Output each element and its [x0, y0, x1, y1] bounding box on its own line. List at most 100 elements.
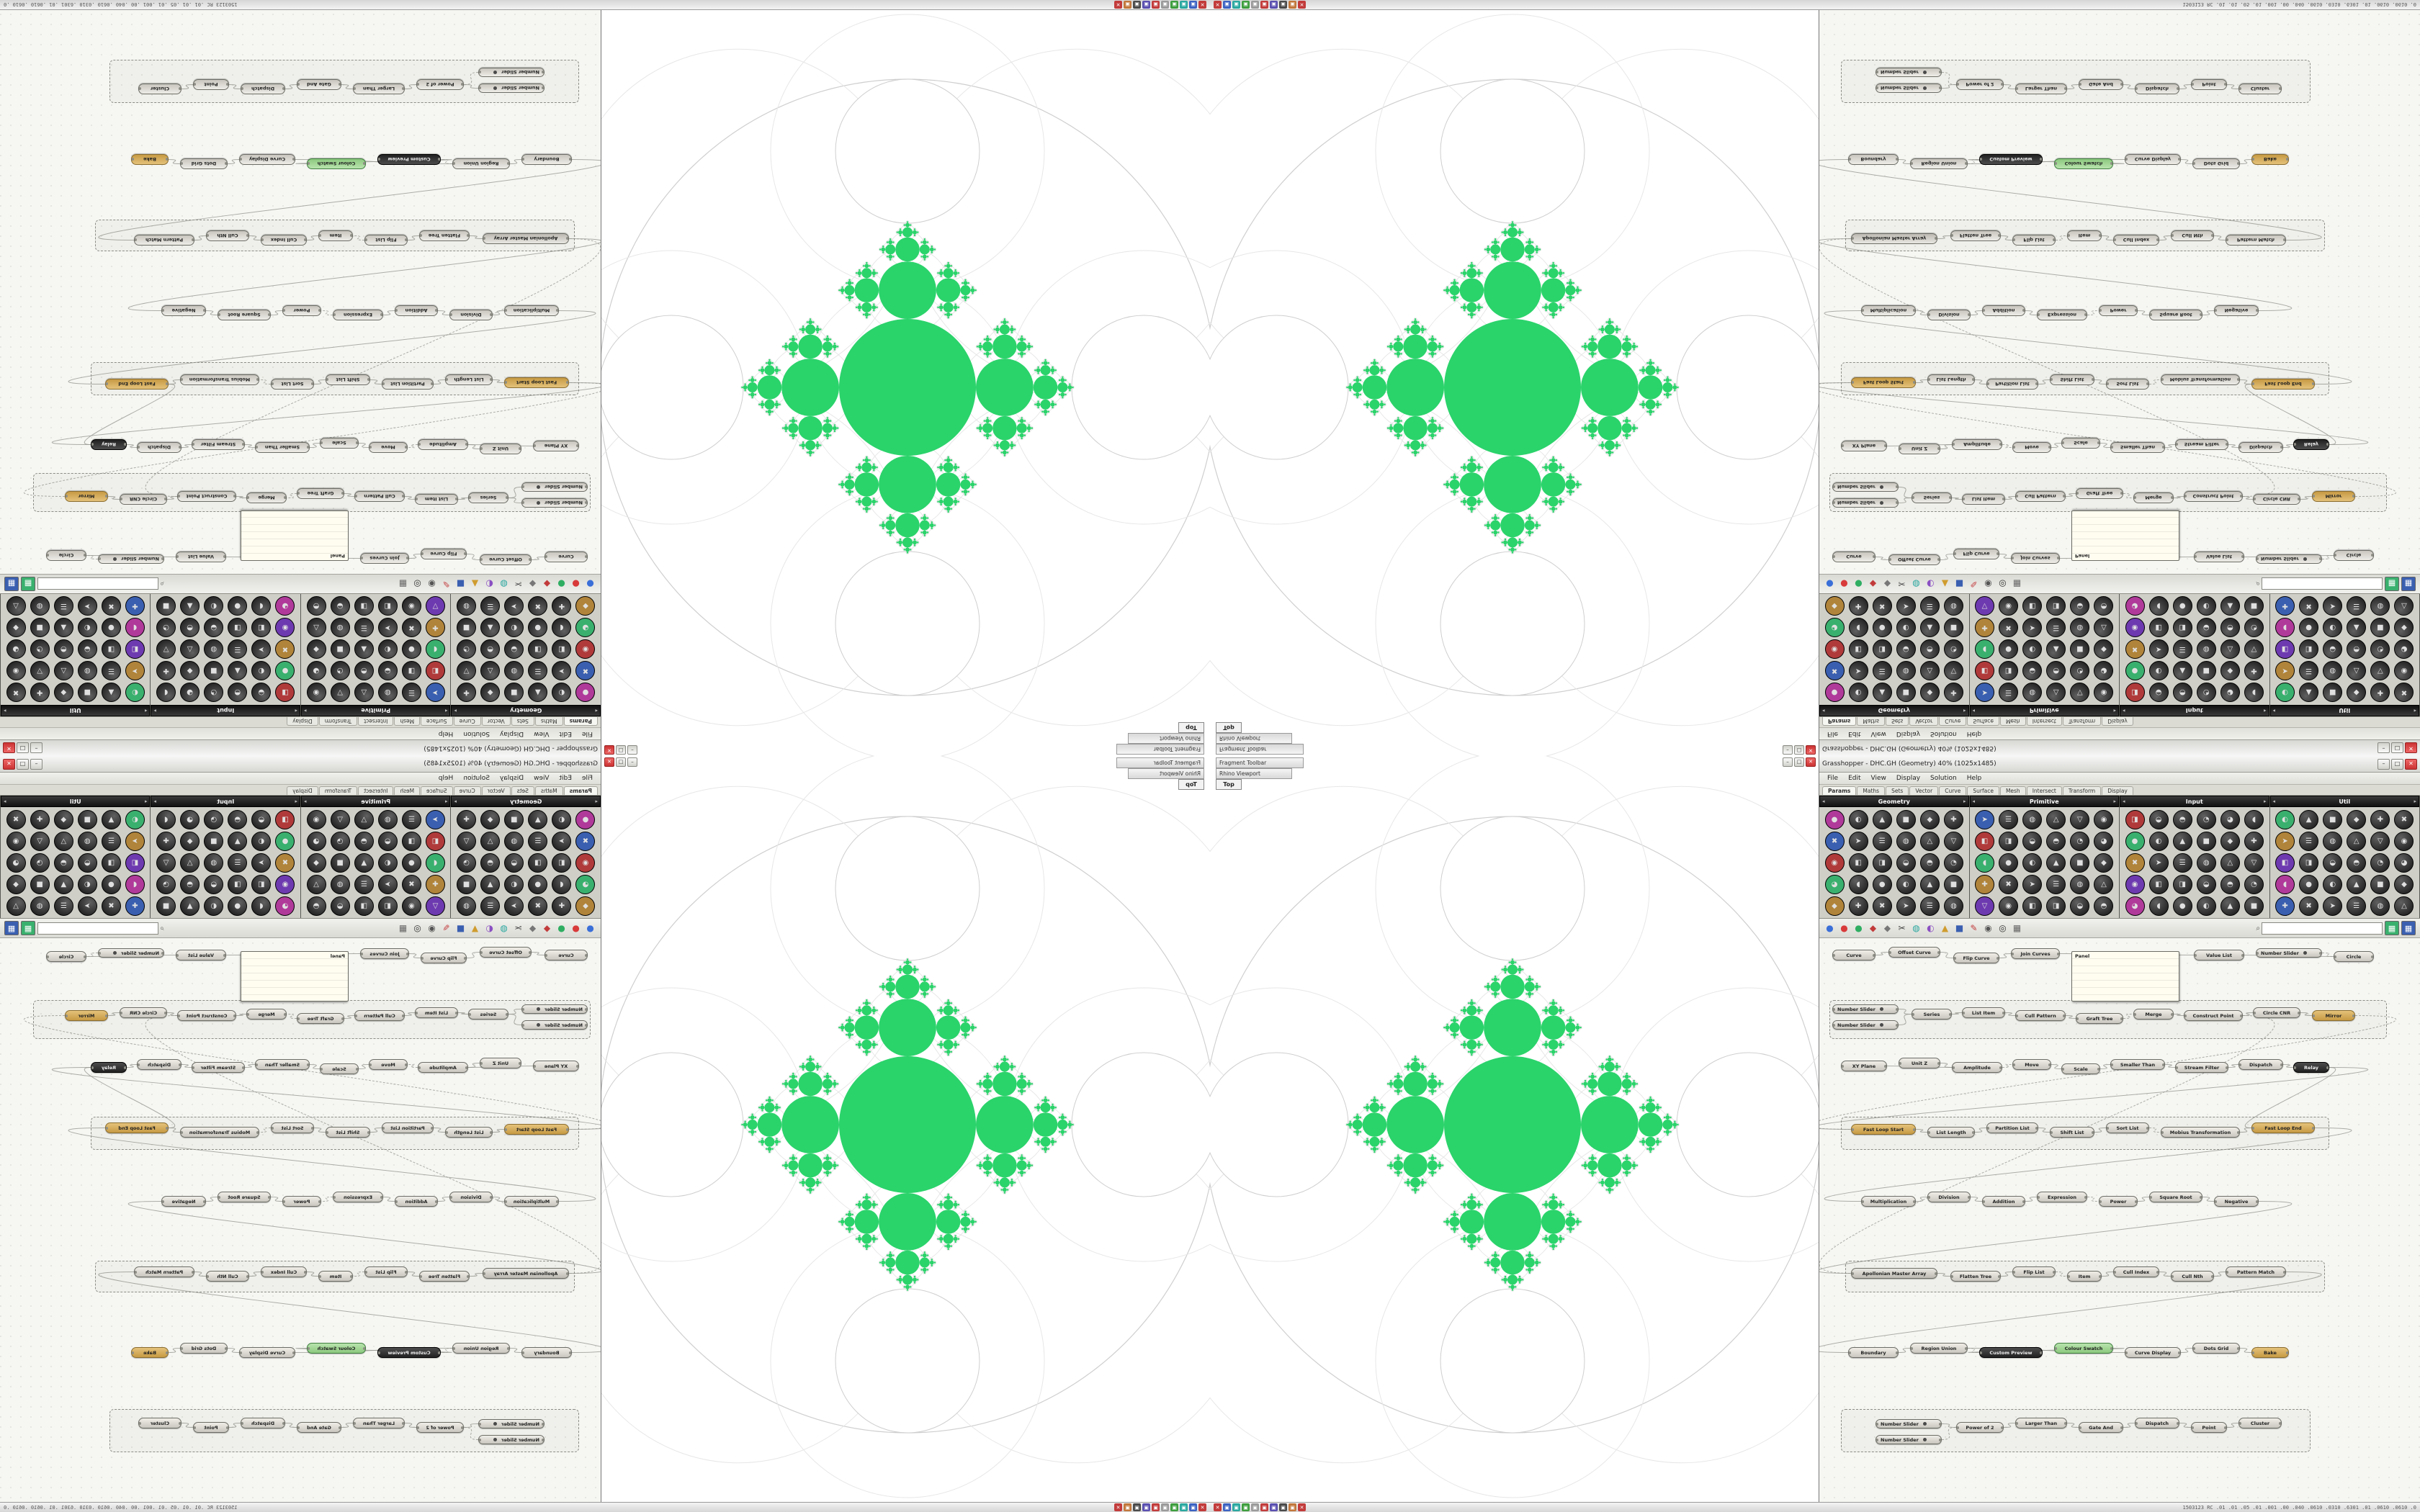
gh-node[interactable]: Point	[193, 1422, 229, 1433]
tab-display[interactable]: Display	[287, 786, 318, 795]
component-icon[interactable]: ▲	[354, 853, 374, 873]
scroll-right-icon[interactable]: ▸	[153, 798, 157, 804]
preview-green-button[interactable]: ▦	[2385, 577, 2399, 591]
component-icon[interactable]: ◆	[2347, 683, 2367, 702]
component-icon[interactable]: ➤	[425, 683, 445, 702]
gh-node[interactable]: List Item	[415, 494, 458, 505]
gh-node[interactable]: Series	[468, 492, 508, 503]
component-icon[interactable]: ▽	[330, 810, 350, 829]
component-icon[interactable]: △	[2394, 596, 2414, 616]
gh-node[interactable]: Fast Loop Start	[504, 1124, 569, 1135]
component-icon[interactable]: ◕	[1824, 618, 1845, 637]
component-icon[interactable]: ✚	[2244, 832, 2264, 851]
component-icon[interactable]: ▲	[2220, 596, 2240, 616]
component-icon[interactable]: ◍	[77, 832, 97, 851]
gh-node[interactable]: Merge	[246, 492, 287, 503]
component-icon[interactable]: ■	[330, 639, 350, 659]
component-icon[interactable]: ■	[1943, 875, 1963, 894]
component-icon[interactable]: ◒	[2070, 596, 2090, 616]
component-icon[interactable]: ✚	[125, 596, 145, 616]
gh-node[interactable]: Fast Loop Start	[1851, 1124, 1916, 1135]
gh-node[interactable]: Move	[2012, 1059, 2051, 1070]
component-icon[interactable]: ◐	[204, 596, 224, 616]
component-icon[interactable]: ◧	[251, 618, 272, 637]
viewport-tab-top[interactable]: Top	[1178, 779, 1204, 790]
viewport-titlebar[interactable]: Rhino Viewport	[1128, 733, 1204, 744]
grasshopper-titlebar[interactable]: Grasshopper - DHC.GH (Geometry) 40% (102…	[1819, 756, 2420, 773]
gh-node[interactable]: Number Slider	[521, 498, 588, 508]
gh-node[interactable]: Curve Display	[239, 1347, 295, 1358]
gh-node[interactable]: Expression	[2037, 1192, 2087, 1202]
scroll-right-icon[interactable]: ▸	[454, 708, 457, 714]
scroll-left-icon[interactable]: ◂	[444, 798, 448, 804]
component-icon[interactable]: ◍	[30, 896, 50, 916]
gh-node[interactable]: Addition	[1982, 1196, 2025, 1207]
gh-node[interactable]: Circle CNR	[120, 1007, 167, 1018]
minimize-button[interactable]: –	[30, 758, 42, 770]
gh-node[interactable]: Offset Curve	[480, 947, 532, 958]
gh-node[interactable]: Addition	[1982, 305, 2025, 316]
menu-help[interactable]: Help	[1966, 730, 1982, 737]
gh-node[interactable]: Stream Filter	[192, 439, 245, 450]
component-icon[interactable]: ◆	[2220, 661, 2240, 680]
component-icon[interactable]: ◖	[2148, 596, 2169, 616]
component-icon[interactable]: ➤	[2022, 618, 2043, 637]
gh-node[interactable]: Construct Point	[2184, 1010, 2243, 1021]
component-icon[interactable]: △	[306, 618, 326, 637]
component-icon[interactable]: ✚	[1943, 810, 1963, 829]
gh-node[interactable]: Custom Preview	[377, 154, 441, 165]
component-icon[interactable]: ◐	[77, 618, 97, 637]
component-icon[interactable]: ◨	[2046, 896, 2066, 916]
search-input[interactable]	[2262, 922, 2383, 935]
tab-surface[interactable]: Surface	[421, 717, 453, 726]
gh-node[interactable]: Power	[2099, 1196, 2138, 1207]
component-icon[interactable]: ◒	[251, 810, 272, 829]
component-icon[interactable]: ☰	[101, 661, 121, 680]
tab-transform[interactable]: Transform	[2062, 786, 2102, 795]
tab-maths[interactable]: Maths	[1857, 786, 1886, 795]
component-icon[interactable]: ◒	[1896, 639, 1916, 659]
component-icon[interactable]: ◖	[1848, 875, 1868, 894]
minimize-button[interactable]: –	[627, 745, 637, 755]
tab-params[interactable]: Params	[563, 786, 598, 795]
palette-group-header[interactable]: ◂ Util ▸	[2269, 705, 2419, 716]
component-icon[interactable]: ✚	[156, 661, 176, 680]
tab-mesh[interactable]: Mesh	[1999, 786, 2026, 795]
gh-node[interactable]: Larger Than	[353, 1418, 405, 1428]
gh-node[interactable]: Smaller Than	[2110, 442, 2165, 453]
gh-node[interactable]: XY Plane	[1841, 441, 1887, 451]
component-icon[interactable]: ◖	[2148, 896, 2169, 916]
gh-node[interactable]: Dispatch	[137, 1059, 182, 1070]
component-icon[interactable]: ◉	[2394, 661, 2414, 680]
component-icon[interactable]: ◧	[377, 596, 398, 616]
component-icon[interactable]: ☰	[228, 853, 248, 873]
layout-blue-button[interactable]: ▦	[2401, 921, 2416, 935]
component-icon[interactable]: ◒	[204, 875, 224, 894]
menu-view[interactable]: View	[1870, 775, 1886, 782]
component-icon[interactable]: △	[6, 896, 26, 916]
component-icon[interactable]: ●	[228, 896, 248, 916]
component-icon[interactable]: ◆	[480, 810, 501, 829]
palette-group-header[interactable]: ◂ Util ▸	[1, 796, 151, 807]
component-icon[interactable]: ▲	[101, 683, 121, 702]
component-icon[interactable]: ◨	[528, 639, 548, 659]
component-icon[interactable]: ◆	[2094, 853, 2114, 873]
palette-group-header[interactable]: ◂ Geometry ▸	[1819, 796, 1969, 807]
component-icon[interactable]: ◖	[125, 618, 145, 637]
close-button[interactable]: ✕	[604, 757, 614, 767]
gh-node[interactable]: Move	[2012, 442, 2051, 453]
component-icon[interactable]: ◓	[2046, 832, 2066, 851]
tab-vector[interactable]: Vector	[1909, 786, 1939, 795]
component-icon[interactable]: ◧	[2275, 853, 2295, 873]
component-icon[interactable]: ◕	[575, 618, 596, 637]
maximize-button[interactable]: □	[17, 758, 29, 770]
component-icon[interactable]: ✚	[2370, 683, 2390, 702]
scroll-right-icon[interactable]: ▸	[1963, 708, 1966, 714]
component-icon[interactable]: △	[2046, 683, 2066, 702]
gh-node[interactable]: Curve	[544, 552, 588, 562]
component-icon[interactable]: ◐	[552, 683, 572, 702]
gh-node[interactable]: Curve Display	[2125, 1347, 2181, 1358]
scroll-left-icon[interactable]: ◂	[2123, 798, 2125, 804]
component-icon[interactable]: ◆	[306, 639, 326, 659]
component-icon[interactable]: ◨	[228, 618, 248, 637]
